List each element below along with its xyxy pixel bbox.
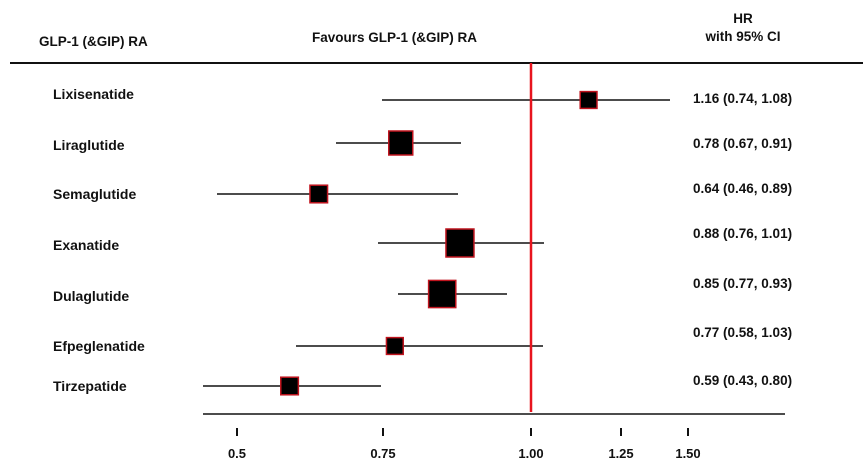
hr-marker xyxy=(388,130,414,156)
forest-row: Liraglutide 0.78 (0.67, 0.91) xyxy=(53,130,792,156)
hr-header-line2: with 95% CI xyxy=(705,29,781,44)
hr-value-label: 0.77 (0.58, 1.03) xyxy=(693,325,792,340)
hr-marker xyxy=(280,376,300,396)
hr-marker xyxy=(309,184,329,204)
hr-value-label: 1.16 (0.74, 1.08) xyxy=(693,91,792,106)
x-tick-label: 0.75 xyxy=(370,446,395,461)
hr-header-line1: HR xyxy=(733,11,753,26)
x-tick-label: 0.5 xyxy=(228,446,246,461)
hr-value-label: 0.78 (0.67, 0.91) xyxy=(693,136,792,151)
hr-marker xyxy=(445,228,475,258)
forest-row: Lixisenatide 1.16 (0.74, 1.08) xyxy=(53,86,792,110)
drug-name: Dulaglutide xyxy=(53,288,129,304)
hr-value-label: 0.88 (0.76, 1.01) xyxy=(693,226,792,241)
hr-value-label: 0.85 (0.77, 0.93) xyxy=(693,276,792,291)
drug-name: Lixisenatide xyxy=(53,86,134,102)
hr-value-label: 0.59 (0.43, 0.80) xyxy=(693,373,792,388)
forest-row: Semaglutide 0.64 (0.46, 0.89) xyxy=(53,181,792,204)
drug-name: Liraglutide xyxy=(53,137,125,153)
forest-row: Efpeglenatide 0.77 (0.58, 1.03) xyxy=(53,325,792,356)
drug-name: Exanatide xyxy=(53,237,119,253)
drug-name: Efpeglenatide xyxy=(53,338,145,354)
drug-name: Tirzepatide xyxy=(53,378,127,394)
x-tick-label: 1.50 xyxy=(675,446,700,461)
x-tick-label: 1.25 xyxy=(608,446,633,461)
forest-row: Dulaglutide 0.85 (0.77, 0.93) xyxy=(53,276,792,309)
drug-column-header: GLP-1 (&GIP) RA xyxy=(39,34,148,49)
hr-marker xyxy=(427,279,457,309)
hr-column-header: HR with 95% CI xyxy=(688,10,798,46)
favours-label: Favours GLP-1 (&GIP) RA xyxy=(312,30,478,45)
x-tick-label: 1.00 xyxy=(518,446,543,461)
drug-name: Semaglutide xyxy=(53,186,136,202)
forest-row: Exanatide 0.88 (0.76, 1.01) xyxy=(53,226,792,258)
hr-marker xyxy=(385,336,404,356)
hr-value-label: 0.64 (0.46, 0.89) xyxy=(693,181,792,196)
forest-row: Tirzepatide 0.59 (0.43, 0.80) xyxy=(53,373,792,396)
hr-marker xyxy=(579,90,598,110)
